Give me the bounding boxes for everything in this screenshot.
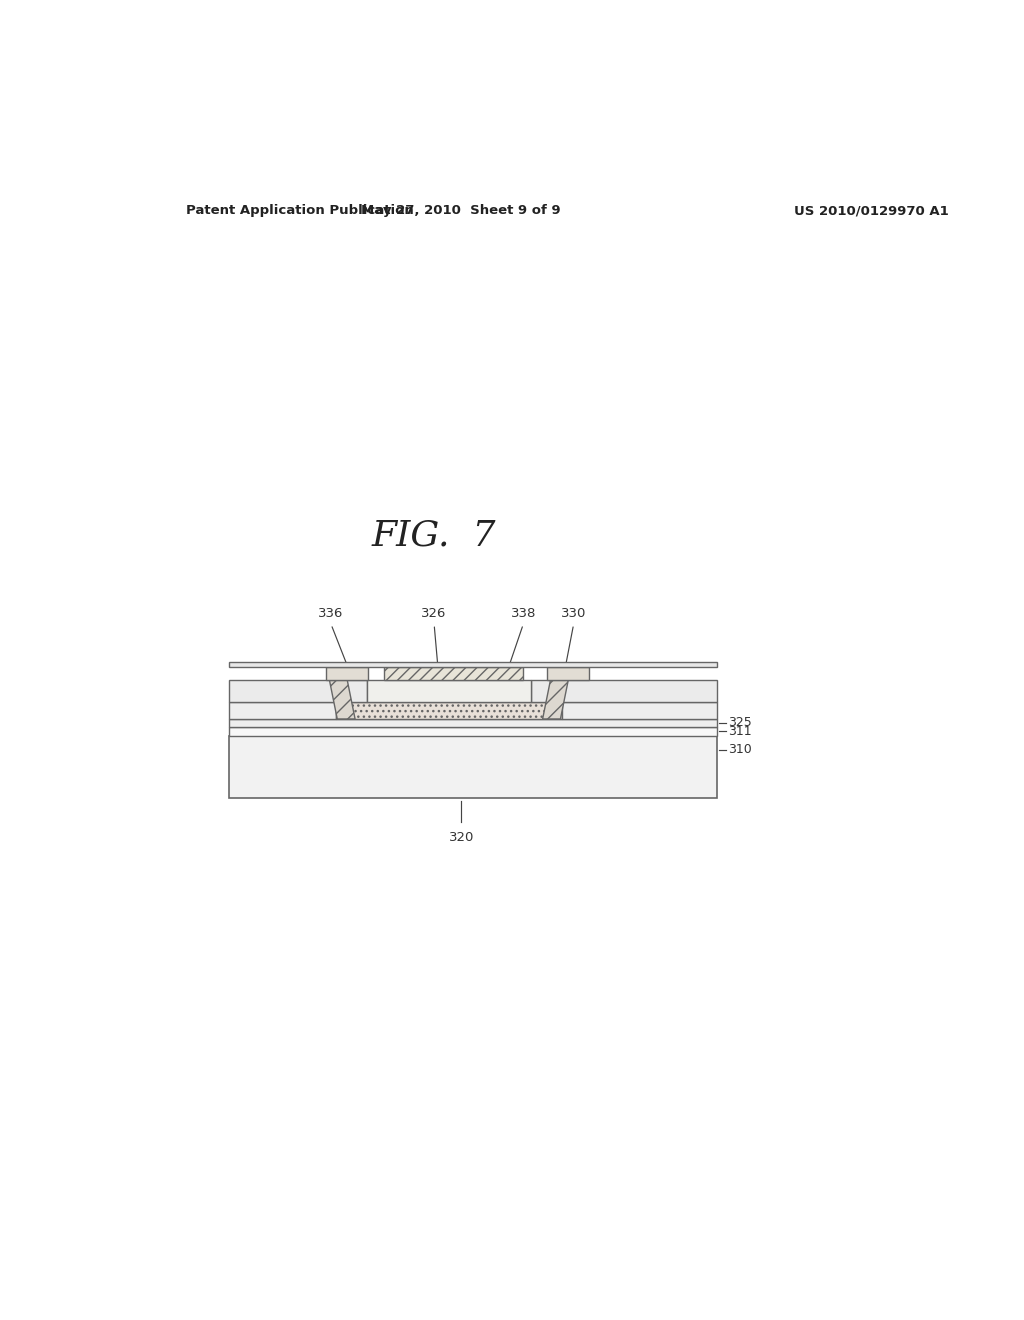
Text: 336: 336 (318, 607, 344, 620)
Text: Patent Application Publication: Patent Application Publication (186, 205, 414, 218)
Bar (228, 737, 717, 797)
Bar (228, 663, 717, 667)
Bar (228, 726, 717, 737)
Bar (336, 702, 562, 719)
Bar (326, 667, 369, 681)
Bar (367, 681, 531, 702)
Bar (531, 681, 717, 702)
Text: 310: 310 (728, 743, 752, 756)
Polygon shape (543, 681, 568, 719)
Bar (384, 667, 523, 681)
Text: 311: 311 (728, 725, 752, 738)
Text: 338: 338 (511, 607, 536, 620)
Text: May 27, 2010  Sheet 9 of 9: May 27, 2010 Sheet 9 of 9 (361, 205, 561, 218)
Polygon shape (330, 681, 355, 719)
Text: 325: 325 (728, 717, 752, 730)
Bar (562, 702, 717, 719)
Text: 320: 320 (449, 830, 474, 843)
Text: 330: 330 (561, 607, 587, 620)
Bar (228, 719, 717, 726)
Bar (228, 681, 367, 702)
Text: FIG.  7: FIG. 7 (372, 519, 497, 553)
Bar (228, 702, 336, 719)
Text: 326: 326 (422, 607, 446, 620)
Text: US 2010/0129970 A1: US 2010/0129970 A1 (795, 205, 949, 218)
Bar (547, 667, 589, 681)
